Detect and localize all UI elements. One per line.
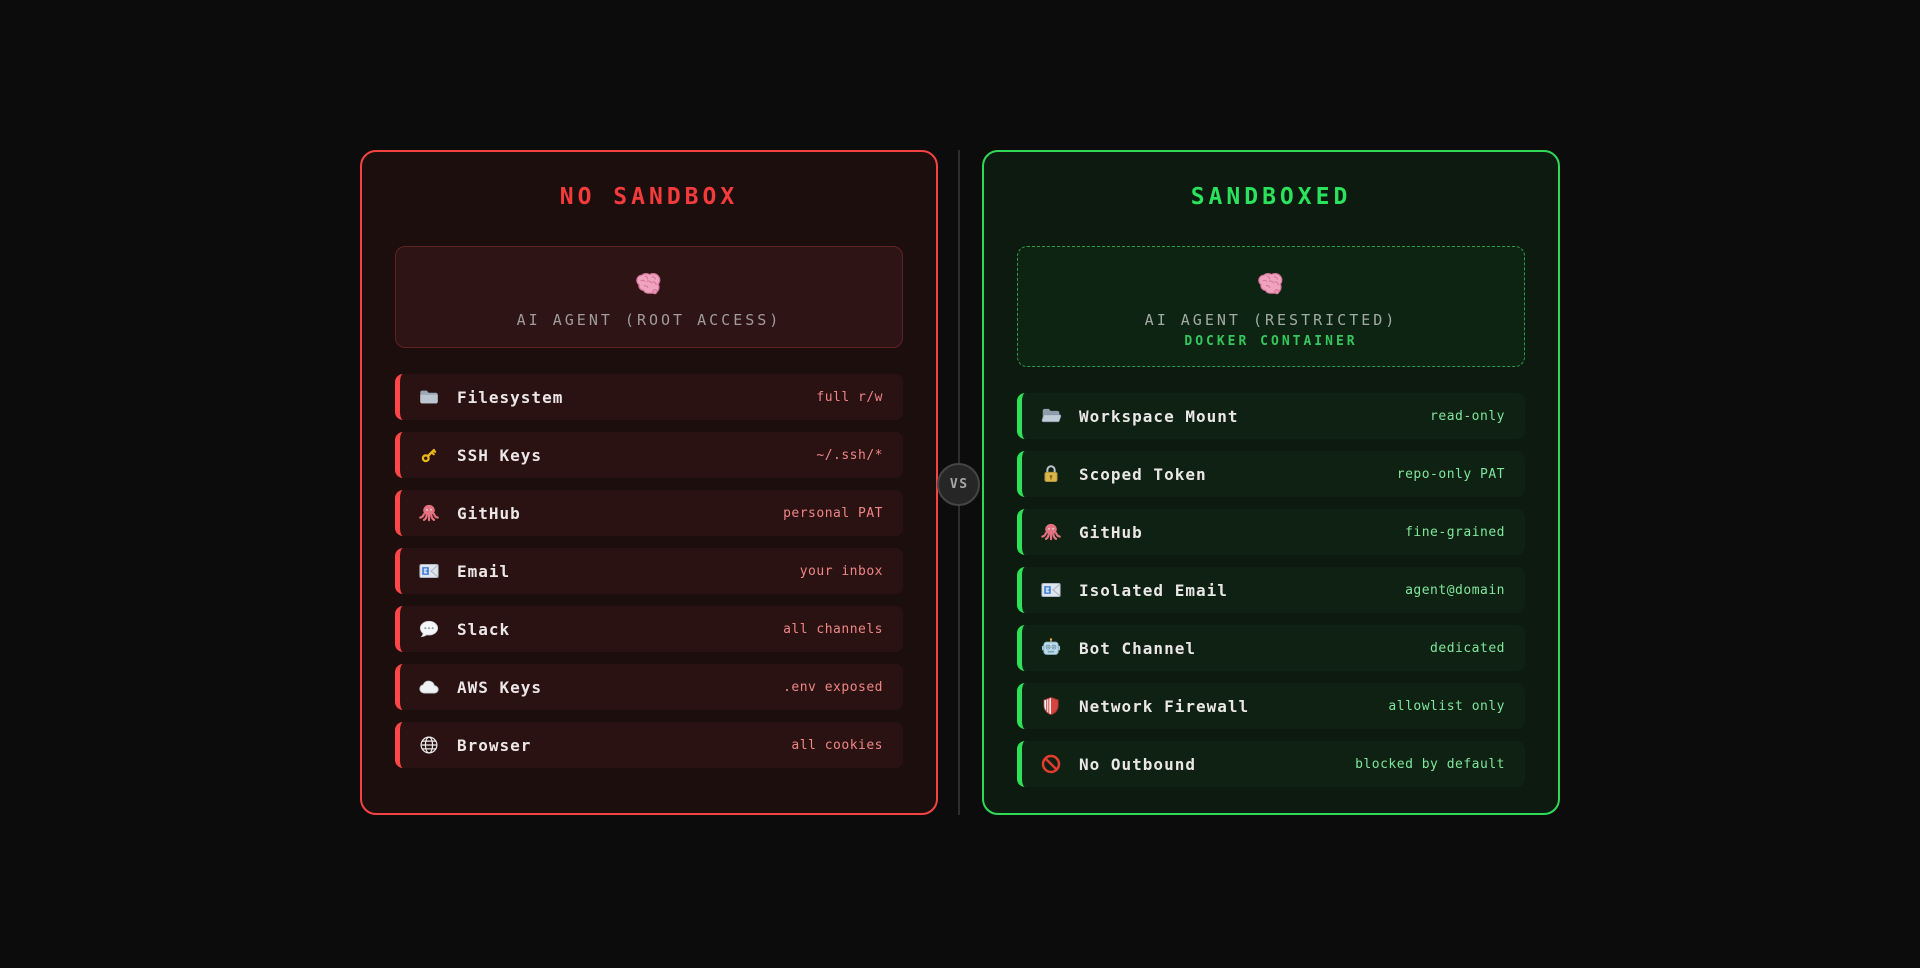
globe-icon	[418, 734, 440, 756]
capability-list: Workspace Mount read-only Scoped Token r…	[1017, 393, 1525, 787]
capability-value: repo-only PAT	[1396, 466, 1505, 482]
capability-value: all cookies	[791, 737, 883, 753]
capability-row: Slack all channels	[395, 606, 903, 652]
capability-row: Bot Channel dedicated	[1017, 625, 1525, 671]
capability-row: Scoped Token repo-only PAT	[1017, 451, 1525, 497]
capability-label: Slack	[457, 619, 511, 639]
capability-row: SSH Keys ~/.ssh/*	[395, 432, 903, 478]
capability-list: Filesystem full r/w SSH Keys ~/.ssh/* Gi…	[395, 374, 903, 768]
open-folder-icon	[1040, 405, 1062, 427]
capability-label: Filesystem	[457, 387, 564, 407]
sandboxed-panel: SANDBOXED AI AGENT (RESTRICTED) DOCKER C…	[982, 150, 1560, 815]
capability-row: Filesystem full r/w	[395, 374, 903, 420]
email-icon	[1040, 579, 1062, 601]
capability-value: read-only	[1430, 408, 1505, 424]
capability-value: dedicated	[1430, 640, 1505, 656]
capability-label: Bot Channel	[1079, 638, 1196, 658]
capability-row: GitHub fine-grained	[1017, 509, 1525, 555]
lock-icon	[1040, 463, 1062, 485]
capability-value: personal PAT	[783, 505, 883, 521]
capability-row: Email your inbox	[395, 548, 903, 594]
capability-value: agent@domain	[1405, 582, 1505, 598]
brain-icon	[633, 267, 665, 299]
capability-value: all channels	[783, 621, 883, 637]
capability-label: SSH Keys	[457, 445, 543, 465]
agent-card-title: AI AGENT (RESTRICTED)	[1144, 311, 1398, 329]
capability-value: fine-grained	[1405, 524, 1505, 540]
agent-card-subtitle: DOCKER CONTAINER	[1184, 334, 1358, 349]
capability-label: Network Firewall	[1079, 696, 1250, 716]
robot-icon	[1040, 637, 1062, 659]
capability-label: Workspace Mount	[1079, 406, 1239, 426]
agent-card: AI AGENT (RESTRICTED) DOCKER CONTAINER	[1017, 246, 1525, 367]
capability-label: AWS Keys	[457, 677, 543, 697]
capability-value: blocked by default	[1355, 756, 1505, 772]
panel-title: SANDBOXED	[1190, 184, 1352, 210]
capability-value: full r/w	[816, 389, 883, 405]
capability-row: Browser all cookies	[395, 722, 903, 768]
capability-row: AWS Keys .env exposed	[395, 664, 903, 710]
no-sandbox-panel: NO SANDBOX AI AGENT (ROOT ACCESS) Filesy…	[360, 150, 938, 815]
email-icon	[418, 560, 440, 582]
capability-row: GitHub personal PAT	[395, 490, 903, 536]
capability-label: Email	[457, 561, 511, 581]
capability-value: .env exposed	[783, 679, 883, 695]
octopus-icon	[418, 502, 440, 524]
capability-value: your inbox	[799, 563, 883, 579]
folder-icon	[418, 386, 440, 408]
capability-value: ~/.ssh/*	[816, 447, 883, 463]
shield-icon	[1040, 695, 1062, 717]
capability-label: Scoped Token	[1079, 464, 1207, 484]
capability-label: Isolated Email	[1079, 580, 1228, 600]
speech-balloon-icon	[418, 618, 440, 640]
no-entry-icon	[1040, 753, 1062, 775]
cloud-icon	[418, 676, 440, 698]
capability-label: GitHub	[457, 503, 521, 523]
key-icon	[418, 444, 440, 466]
capability-row: Network Firewall allowlist only	[1017, 683, 1525, 729]
capability-label: No Outbound	[1079, 754, 1196, 774]
capability-row: Workspace Mount read-only	[1017, 393, 1525, 439]
vs-badge: VS	[937, 463, 980, 506]
capability-row: No Outbound blocked by default	[1017, 741, 1525, 787]
brain-icon	[1255, 267, 1287, 299]
vs-badge-label: VS	[949, 477, 969, 492]
agent-card-title: AI AGENT (ROOT ACCESS)	[516, 311, 782, 329]
panel-title: NO SANDBOX	[559, 184, 739, 210]
capability-label: Browser	[457, 735, 532, 755]
capability-value: allowlist only	[1388, 698, 1505, 714]
capability-row: Isolated Email agent@domain	[1017, 567, 1525, 613]
capability-label: GitHub	[1079, 522, 1143, 542]
octopus-icon	[1040, 521, 1062, 543]
agent-card: AI AGENT (ROOT ACCESS)	[395, 246, 903, 348]
